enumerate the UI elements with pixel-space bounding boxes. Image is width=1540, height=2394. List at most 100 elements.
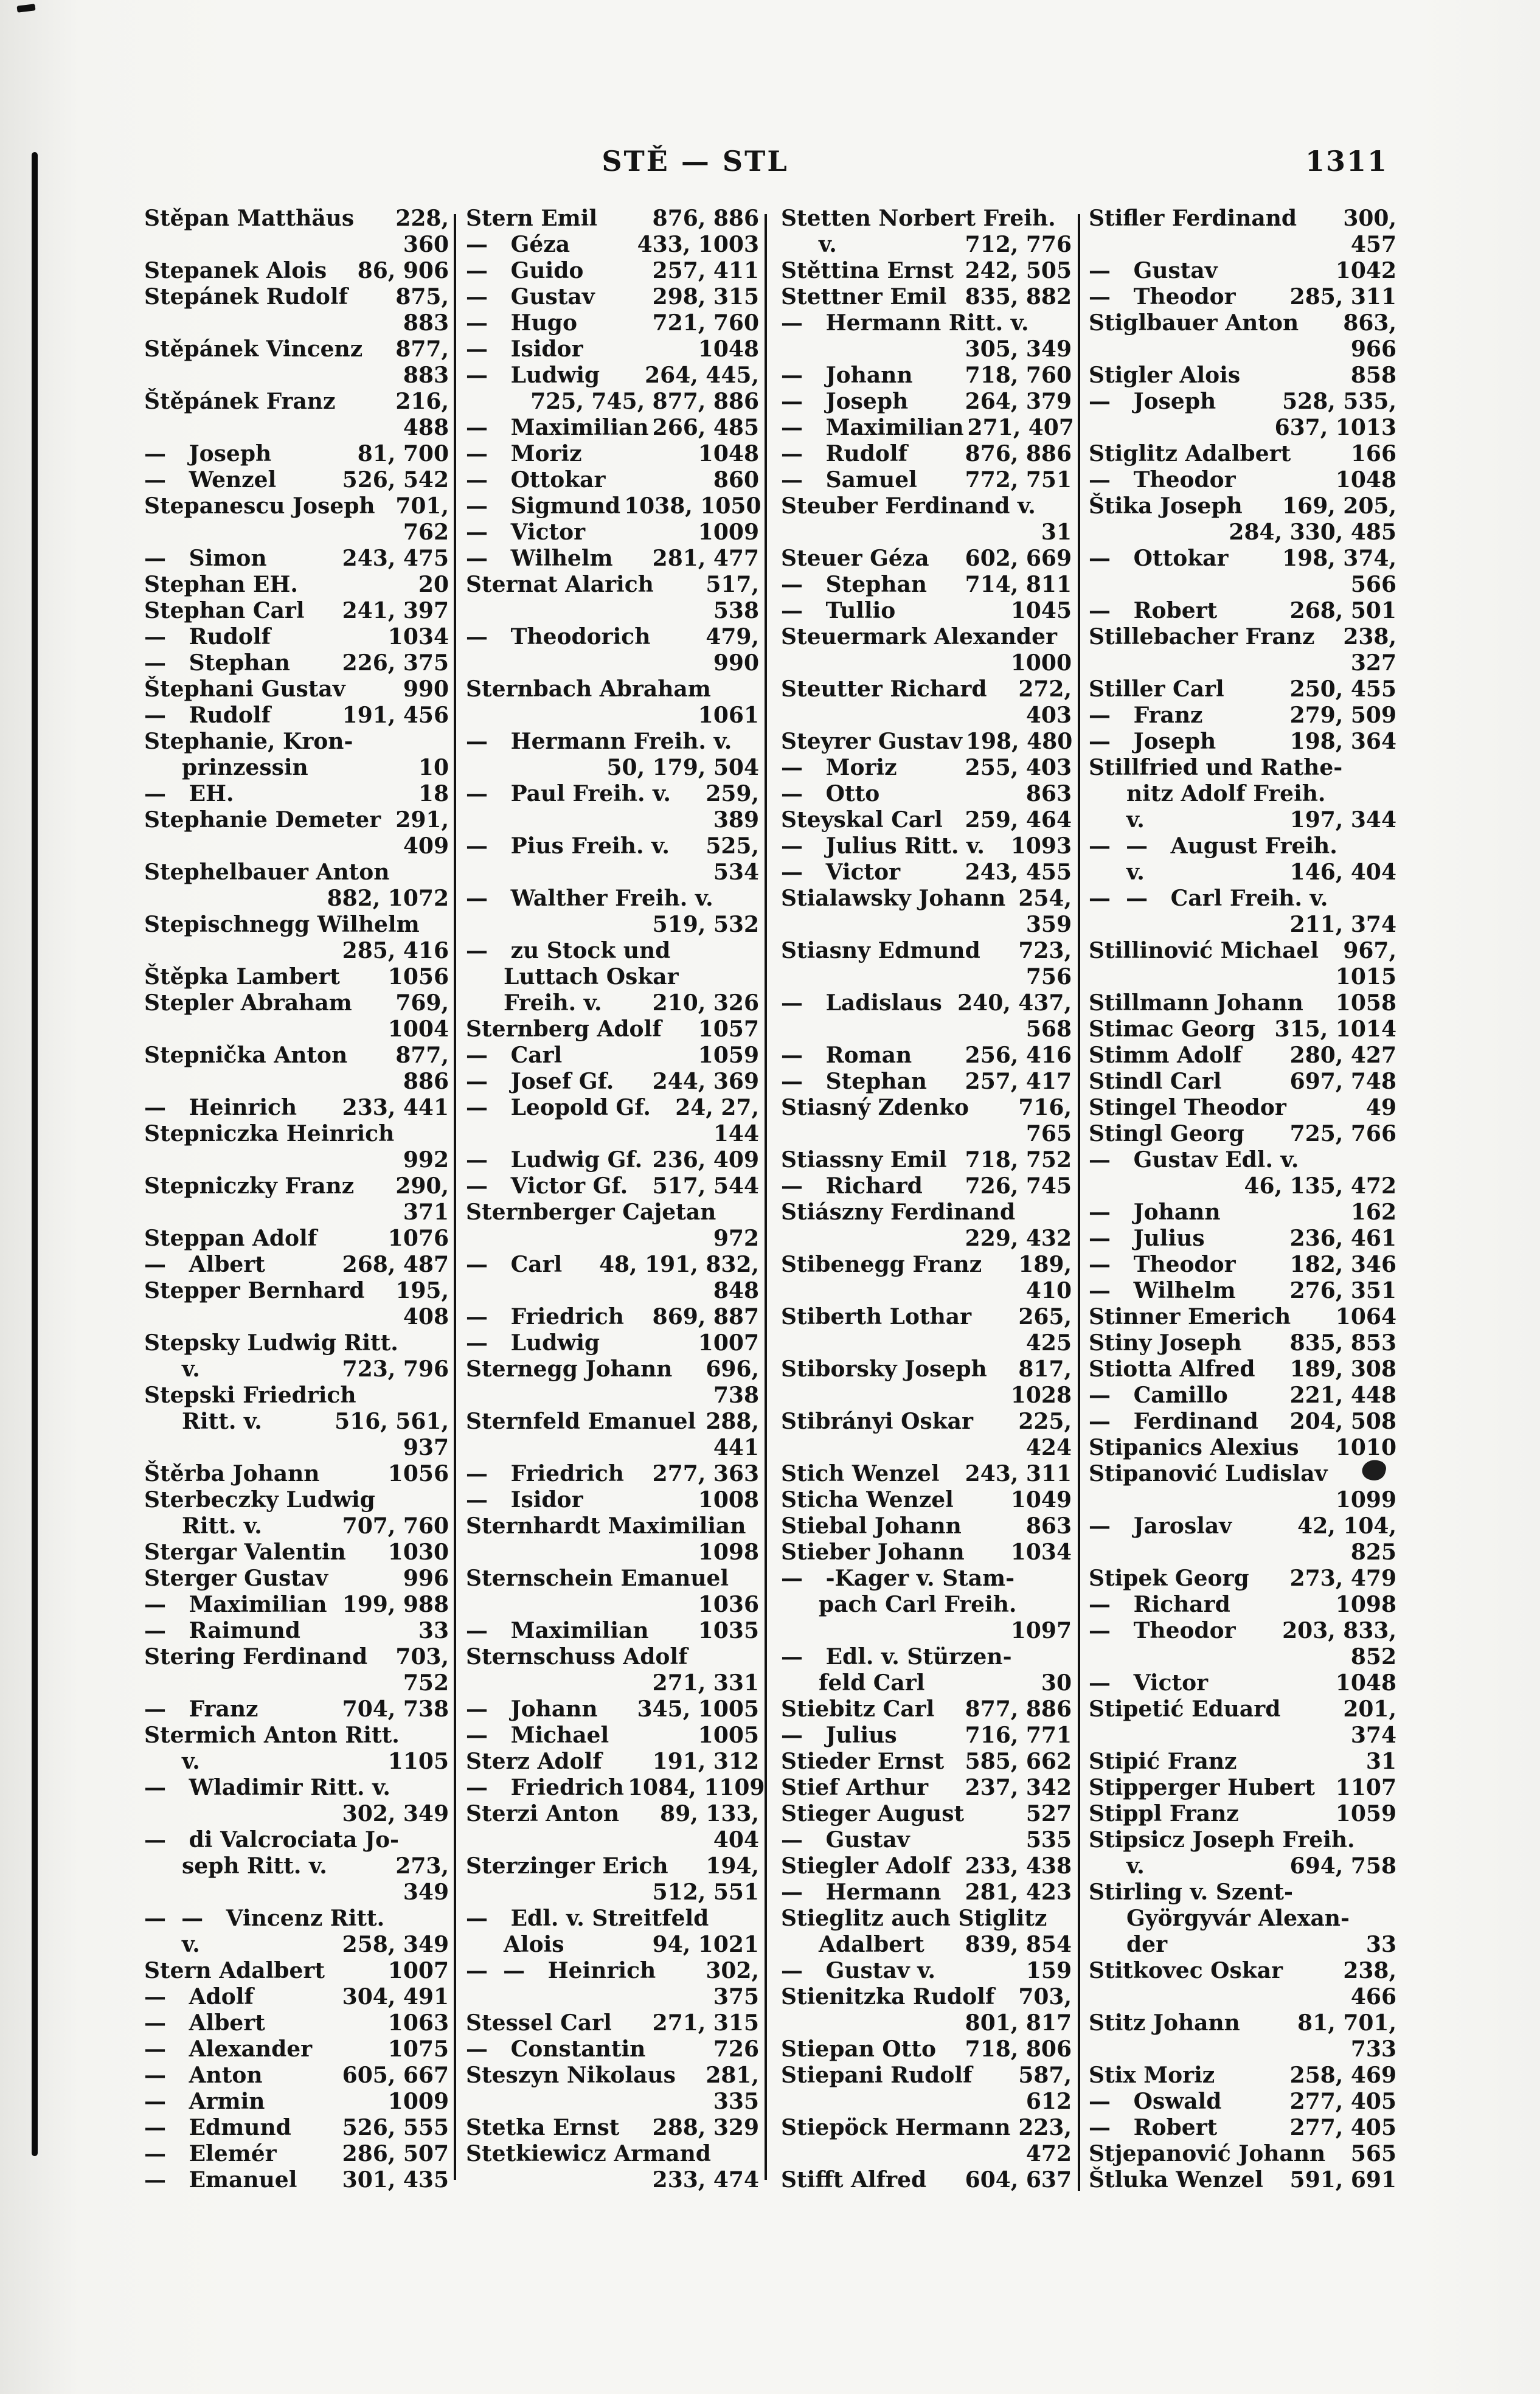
entry-page-numbers: 144 (713, 1121, 759, 1147)
entry-name: — Julius Ritt. v. (781, 833, 985, 859)
entry-page-numbers: 268, 501 (1289, 598, 1396, 623)
index-entry-line: 1015 (1089, 964, 1396, 990)
entry-name: Stirling v. Szent- (1089, 1879, 1293, 1905)
entry-name: — Gustav Edl. v. (1089, 1147, 1299, 1173)
index-entry-line: — Richard 1098 (1089, 1592, 1396, 1618)
entry-name: Steuber Ferdinand v. (781, 493, 1036, 519)
entry-page-numbers: 466 (1350, 1984, 1396, 2010)
index-entry-line: — Edl. v. Stürzen- (781, 1644, 1072, 1670)
entry-page-numbers: 1048 (1335, 467, 1396, 493)
entry-page-numbers: 233, 441 (342, 1095, 449, 1120)
index-entry-line: 990 (466, 650, 759, 676)
entry-name: — — August Freih. (1089, 833, 1337, 859)
entry-page-numbers: 972 (713, 1226, 759, 1251)
entry-page-numbers: 371 (403, 1199, 449, 1225)
index-entry-line: 801, 817 (781, 2010, 1072, 2036)
entry-name: — Franz (1089, 703, 1203, 728)
entry-page-numbers: 195, (395, 1278, 449, 1303)
entry-page-numbers: 162 (1350, 1199, 1396, 1225)
index-entry-line: Sternhardt Maximilian (466, 1513, 759, 1539)
entry-page-numbers: 1009 (387, 2089, 449, 2114)
entry-name: — Theodor (1089, 1618, 1236, 1643)
index-entry-line: 883 (144, 363, 449, 389)
entry-page-numbers: 345, 1005 (637, 1696, 759, 1722)
entry-page-numbers: 408 (403, 1304, 449, 1330)
entry-name: Stillfried und Rathe- (1089, 755, 1343, 780)
entry-name: — Rudolf (781, 441, 908, 467)
index-entry-line: 883 (144, 310, 449, 336)
entry-page-numbers: 858 (1350, 363, 1396, 388)
index-entry-line: — Otto 863 (781, 781, 1072, 807)
entry-page-numbers: 279, 509 (1289, 703, 1396, 728)
index-entry-line: Sterbeczky Ludwig (144, 1487, 449, 1513)
entry-page-numbers: 257, 411 (652, 258, 759, 283)
entry-name: Stimm Adolf (1089, 1043, 1242, 1068)
index-entry-line: — Samuel 772, 751 (781, 467, 1072, 493)
index-entry-line: pach Carl Freih. (781, 1592, 1072, 1618)
entry-page-numbers: 839, 854 (965, 1932, 1072, 1957)
index-entry-line: Stitz Johann 81, 701, (1089, 2010, 1396, 2036)
index-entry-line: — Victor 1009 (466, 519, 759, 546)
entry-page-numbers: 725, 745, 877, 886 (530, 389, 759, 414)
index-entry-line: 637, 1013 (1089, 415, 1396, 441)
index-entry-line: Stieger August 527 (781, 1801, 1072, 1827)
entry-name: Stipanović Ludislav (1089, 1461, 1328, 1487)
index-entry-line: Stiasný Zdenko 716, (781, 1095, 1072, 1121)
index-entry-line: — Ladislaus 240, 437, (781, 990, 1072, 1016)
index-entry-line: Steuber Ferdinand v. (781, 493, 1072, 519)
entry-name: Stitz Johann (1089, 2010, 1240, 2036)
entry-page-numbers: 863, (1343, 310, 1396, 336)
index-entry-line: — Elemér 286, 507 (144, 2141, 449, 2167)
entry-page-numbers: 254, (1018, 886, 1072, 911)
entry-name: — Victor (1089, 1670, 1209, 1696)
entry-page-numbers: 258, 469 (1289, 2063, 1396, 2088)
entry-name: Stiglbauer Anton (1089, 310, 1299, 336)
entry-name: — Theodor (1089, 1252, 1236, 1277)
index-entry-line: Stialawsky Johann 254, (781, 886, 1072, 912)
entry-page-numbers: 229, 432 (965, 1226, 1072, 1251)
entry-name: — Johann (466, 1696, 598, 1722)
entry-name: Sticha Wenzel (781, 1487, 954, 1513)
entry-name: Sternberg Adolf (466, 1016, 662, 1042)
entry-page-numbers: 860 (713, 467, 759, 493)
index-entry-line: Stiebal Johann 863 (781, 1513, 1072, 1539)
entry-name: Stiassny Emil (781, 1147, 947, 1173)
entry-name: Sternbach Abraham (466, 676, 711, 702)
entry-page-numbers: 877, 886 (965, 1696, 1072, 1722)
index-entry-line: Steszyn Nikolaus 281, (466, 2063, 759, 2089)
index-entry-line: — Paul Freih. v. 259, (466, 781, 759, 807)
entry-page-numbers: 243, 475 (342, 546, 449, 571)
entry-page-numbers: 42, 104, (1297, 1513, 1396, 1539)
index-entry-line: — Julius 236, 461 (1089, 1226, 1396, 1252)
index-entry-line: Sterz Adolf 191, 312 (466, 1749, 759, 1775)
index-entry-line: — Victor 1048 (1089, 1670, 1396, 1696)
index-entry-line: Sterger Gustav 996 (144, 1566, 449, 1592)
entry-name: Stepniczky Franz (144, 1173, 355, 1199)
index-entry-line: Luttach Oskar (466, 964, 759, 990)
index-entry-line: — Rudolf 1034 (144, 624, 449, 650)
index-entry-line: Ritt. v. 707, 760 (144, 1513, 449, 1539)
entry-page-numbers: 24, 27, (675, 1095, 759, 1120)
entry-page-numbers: 604, 637 (965, 2167, 1072, 2193)
entry-page-numbers: 883 (403, 310, 449, 336)
entry-page-numbers: 94, 1021 (652, 1932, 759, 1957)
entry-name: Stillebacher Franz (1089, 624, 1315, 650)
entry-name: Štika Joseph (1089, 493, 1243, 519)
entry-page-numbers: 765 (1025, 1121, 1072, 1147)
column-divider (1078, 214, 1080, 2191)
entry-name: — Ottokar (466, 467, 606, 493)
index-entry-line: Stirling v. Szent- (1089, 1879, 1396, 1906)
index-entry-line: — Theodor 182, 346 (1089, 1252, 1396, 1278)
index-entry-line: Stergar Valentin 1030 (144, 1539, 449, 1566)
entry-page-numbers: 526, 555 (342, 2115, 449, 2140)
index-entry-line: 360 (144, 232, 449, 258)
entry-name: — Ferdinand (1089, 1409, 1258, 1434)
index-entry-line: Sternschein Emanuel (466, 1566, 759, 1592)
entry-name: — Richard (1089, 1592, 1230, 1617)
index-entry-line: — Gustav Edl. v. (1089, 1147, 1396, 1173)
entry-name: — Adolf (144, 1984, 254, 2010)
entry-name: Stiebitz Carl (781, 1696, 935, 1722)
index-entry-line: Stix Moriz 258, 469 (1089, 2063, 1396, 2089)
entry-name: Štluka Wenzel (1089, 2167, 1263, 2193)
index-entry-line: — Pius Freih. v. 525, (466, 833, 759, 859)
